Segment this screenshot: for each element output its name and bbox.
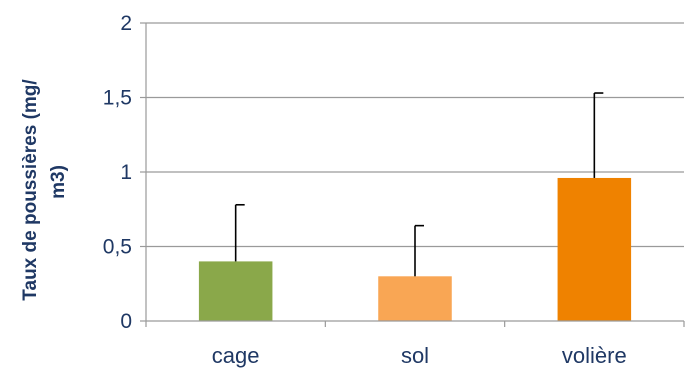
x-tick-label: sol: [401, 343, 429, 368]
bar-volière: [557, 177, 632, 321]
y-axis-label-line2: m3): [48, 165, 69, 199]
axes: [140, 22, 685, 327]
y-tick-label: 0: [120, 310, 132, 333]
error-bars: [234, 92, 604, 277]
bars: [198, 177, 632, 321]
y-axis-label-line1: Taux de poussières (mg/: [20, 79, 41, 301]
bar-sol: [378, 276, 452, 321]
x-tick-label: cage: [212, 343, 260, 368]
y-tick-label: 0,5: [103, 236, 132, 259]
bar-cage: [198, 261, 273, 321]
y-tick-label: 1,5: [103, 87, 132, 110]
y-tick-label: 2: [120, 12, 132, 35]
x-tick-label: volière: [562, 343, 627, 368]
y-tick-label: 1: [120, 161, 132, 184]
x-tick-labels: cage sol volière: [212, 343, 627, 368]
y-tick-labels: 0 0,5 1 1,5 2: [103, 12, 132, 333]
